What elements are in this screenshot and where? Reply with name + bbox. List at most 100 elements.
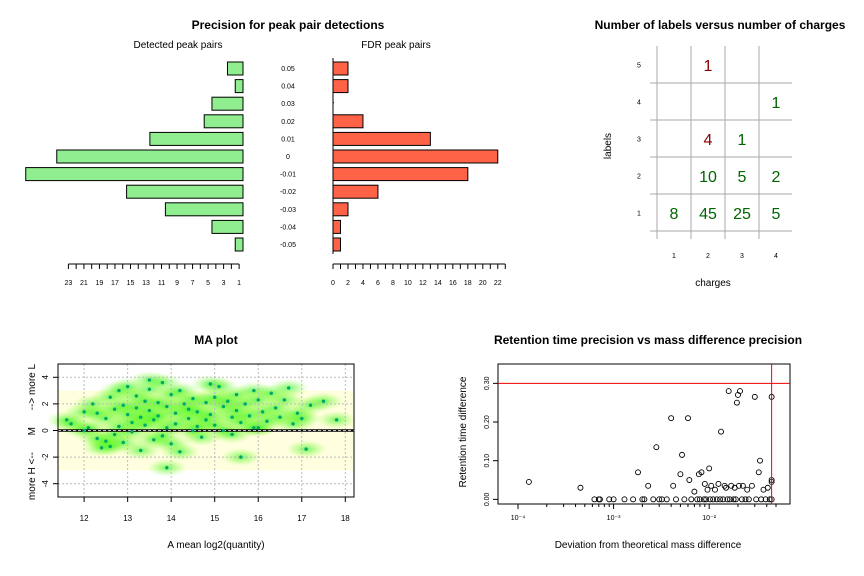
ma-point bbox=[95, 411, 99, 415]
ma-point bbox=[139, 448, 143, 453]
count-cell: 8 bbox=[670, 206, 679, 223]
count-cell: 1 bbox=[772, 95, 781, 112]
ma-point bbox=[208, 412, 213, 417]
ma-point bbox=[134, 406, 139, 410]
charges-tick-label: 3 bbox=[740, 253, 744, 260]
rt-point bbox=[757, 457, 763, 464]
fdr-tick-label: 12 bbox=[419, 280, 427, 287]
ma-point bbox=[65, 418, 69, 422]
ma-point bbox=[295, 411, 300, 415]
fdr-bar bbox=[332, 79, 349, 94]
rt-point bbox=[645, 482, 652, 489]
ma-point bbox=[300, 416, 304, 421]
rt-point bbox=[685, 415, 691, 422]
rt-point bbox=[723, 484, 729, 491]
ma-point bbox=[117, 388, 121, 393]
ma-x-tick-label: 12 bbox=[80, 514, 89, 523]
delta-label: 0.05 bbox=[281, 66, 295, 73]
ma-y-tick-label: 2 bbox=[41, 401, 50, 406]
ma-point bbox=[134, 394, 139, 398]
rt-point bbox=[733, 399, 740, 406]
fdr-bar bbox=[332, 61, 349, 76]
rt-x-tick-label: 10⁻⁴ bbox=[511, 515, 526, 522]
rt-point bbox=[708, 482, 715, 489]
rt-point bbox=[758, 496, 765, 503]
ma-point bbox=[99, 446, 104, 450]
charges-tick-label: 2 bbox=[706, 253, 710, 260]
rt-point bbox=[670, 482, 677, 489]
detected-bars: 23 21 19 17 15 13 11 9 7 5 3 1 bbox=[25, 61, 244, 287]
ma-point bbox=[165, 466, 169, 470]
detected-bar bbox=[25, 167, 244, 182]
fdr-tick-label: 10 bbox=[404, 280, 412, 287]
ma-point bbox=[95, 436, 99, 441]
rt-point bbox=[688, 496, 695, 503]
ma-point bbox=[143, 423, 147, 427]
ma-point bbox=[147, 387, 152, 391]
ma-point bbox=[152, 418, 156, 422]
ma-point bbox=[256, 398, 260, 402]
ma-y-tick-label: 4 bbox=[41, 375, 50, 380]
ma-point bbox=[139, 415, 143, 419]
ma-point bbox=[204, 400, 208, 405]
detected-tick-label: 7 bbox=[191, 280, 195, 287]
rt-point bbox=[597, 496, 603, 503]
detected-bar bbox=[164, 202, 244, 217]
delta-label: 0.03 bbox=[281, 101, 295, 108]
ma-point bbox=[265, 419, 269, 423]
detected-tick-label: 1 bbox=[237, 280, 241, 287]
ma-point bbox=[260, 410, 265, 414]
ma-x-tick-label: 15 bbox=[210, 514, 219, 523]
ma-point bbox=[160, 434, 165, 438]
fdr-tick-label: 18 bbox=[464, 280, 472, 287]
rt-point bbox=[577, 484, 584, 491]
rt-point bbox=[745, 496, 752, 503]
rt-point bbox=[686, 477, 693, 483]
fdr-tick-label: 2 bbox=[346, 280, 350, 287]
fdr-bar bbox=[332, 237, 341, 252]
count-cell: 1 bbox=[704, 58, 713, 75]
fdr-tick-label: 4 bbox=[361, 280, 365, 287]
rt-point bbox=[739, 482, 746, 489]
ma-point bbox=[152, 438, 156, 442]
labels-tick-label: 2 bbox=[637, 174, 641, 181]
rt-point bbox=[641, 496, 648, 503]
labels-tick-label: 3 bbox=[637, 137, 641, 144]
rt-scatter: 10⁻⁴ 10⁻³ 10⁻² 0.00 0.10 0.20 0.30 bbox=[484, 363, 791, 522]
fdr-bar bbox=[332, 149, 499, 164]
ma-point bbox=[121, 403, 125, 407]
rt-point bbox=[591, 496, 598, 503]
ma-point bbox=[143, 399, 147, 403]
fdr-bar bbox=[332, 167, 469, 182]
ma-point bbox=[217, 384, 221, 389]
ma-point bbox=[247, 414, 252, 418]
ma-point bbox=[186, 416, 191, 421]
detected-bar bbox=[211, 96, 244, 111]
ma-point bbox=[334, 418, 339, 422]
detected-bar bbox=[126, 184, 244, 199]
detected-bar bbox=[234, 237, 244, 252]
delta-label: 0.01 bbox=[281, 136, 295, 143]
fdr-tick-label: 14 bbox=[434, 280, 442, 287]
ma-point bbox=[69, 422, 73, 426]
rt-point bbox=[673, 496, 679, 503]
ma-point bbox=[173, 411, 178, 415]
ma-point bbox=[304, 447, 308, 451]
labels-charges-title: Number of labels versus number of charge… bbox=[595, 18, 846, 32]
rt-point bbox=[737, 388, 743, 395]
precision-title: Precision for peak pair detections bbox=[192, 18, 385, 32]
charges-axis-label: charges bbox=[695, 278, 731, 289]
ma-point bbox=[112, 432, 117, 437]
ma-point bbox=[321, 399, 326, 403]
rt-point bbox=[742, 496, 749, 503]
rt-point bbox=[621, 496, 628, 503]
rt-point bbox=[724, 496, 731, 503]
detected-bar bbox=[149, 131, 244, 146]
ma-point bbox=[213, 395, 217, 399]
rt-point bbox=[704, 486, 711, 493]
detected-tick-label: 5 bbox=[206, 280, 210, 287]
rt-point bbox=[727, 496, 733, 503]
ma-title: MA plot bbox=[194, 333, 238, 347]
ma-point bbox=[169, 442, 173, 446]
charges-tick-label: 1 bbox=[672, 253, 676, 260]
